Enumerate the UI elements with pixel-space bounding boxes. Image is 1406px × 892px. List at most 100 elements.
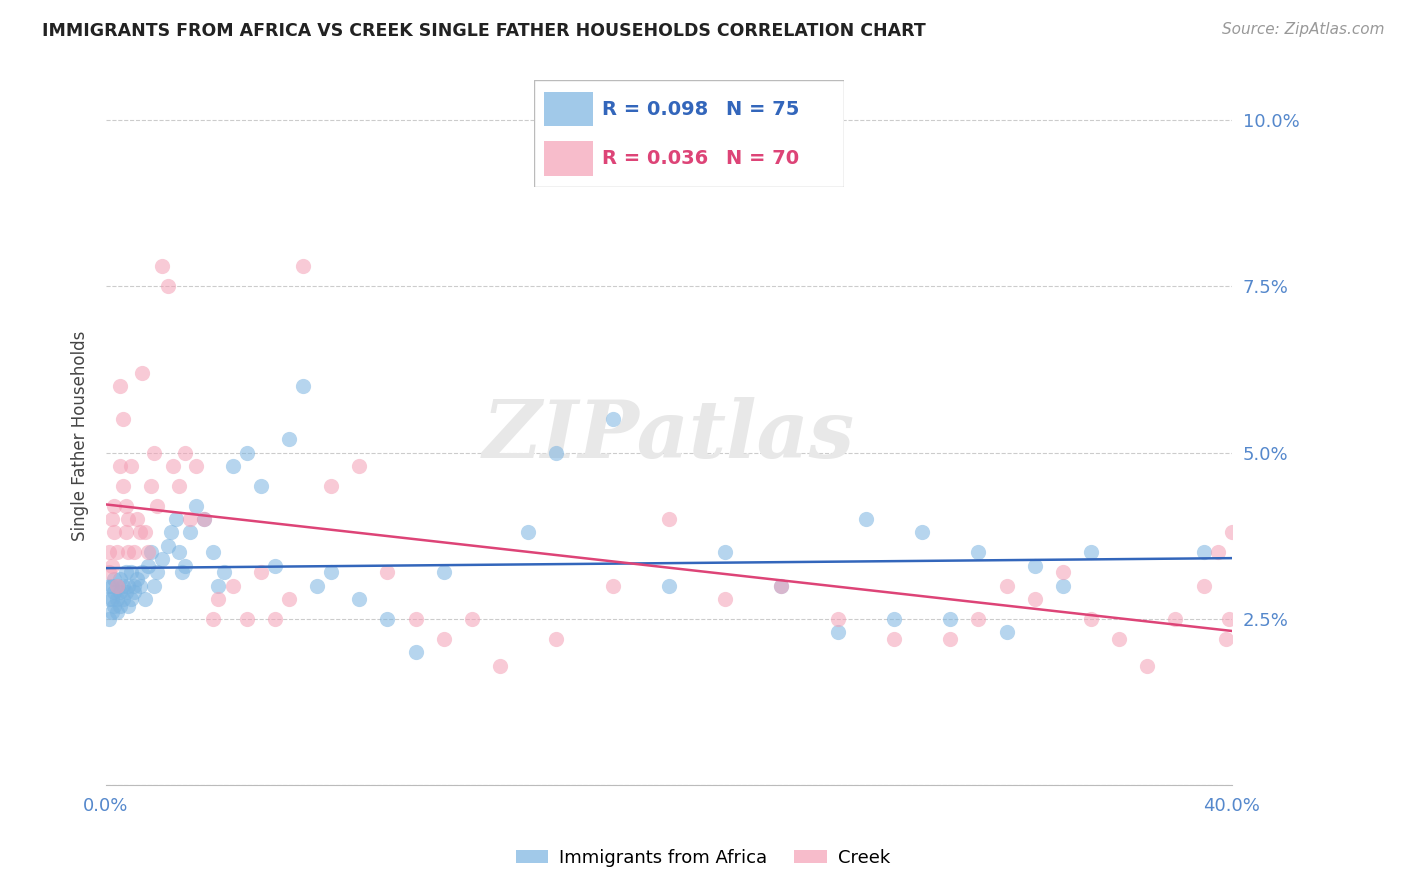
Point — [602, 579, 624, 593]
Point — [714, 545, 737, 559]
Point — [156, 539, 179, 553]
Point — [461, 612, 484, 626]
Point — [319, 566, 342, 580]
Point — [939, 612, 962, 626]
Point — [263, 558, 285, 573]
Point — [207, 579, 229, 593]
Point — [827, 625, 849, 640]
FancyBboxPatch shape — [544, 92, 593, 127]
Legend: Immigrants from Africa, Creek: Immigrants from Africa, Creek — [509, 842, 897, 874]
Point — [111, 479, 134, 493]
Point — [1218, 612, 1240, 626]
Point — [179, 512, 201, 526]
Point — [235, 612, 257, 626]
Point — [179, 525, 201, 540]
Point — [1206, 545, 1229, 559]
Point — [995, 579, 1018, 593]
Point — [201, 545, 224, 559]
Point — [517, 525, 540, 540]
Point — [883, 612, 905, 626]
Point — [433, 566, 456, 580]
Point — [97, 592, 120, 607]
FancyBboxPatch shape — [544, 141, 593, 176]
Point — [221, 458, 243, 473]
Text: Source: ZipAtlas.com: Source: ZipAtlas.com — [1222, 22, 1385, 37]
Point — [120, 566, 142, 580]
Point — [1052, 566, 1074, 580]
Point — [1080, 612, 1102, 626]
Point — [770, 579, 793, 593]
Point — [134, 592, 156, 607]
Point — [114, 499, 136, 513]
Point — [111, 579, 134, 593]
Point — [122, 579, 145, 593]
Text: IMMIGRANTS FROM AFRICA VS CREEK SINGLE FATHER HOUSEHOLDS CORRELATION CHART: IMMIGRANTS FROM AFRICA VS CREEK SINGLE F… — [42, 22, 927, 40]
Point — [377, 566, 399, 580]
Text: N = 70: N = 70 — [725, 149, 799, 168]
Point — [139, 479, 162, 493]
Point — [995, 625, 1018, 640]
Point — [1192, 579, 1215, 593]
Point — [139, 545, 162, 559]
Point — [1024, 592, 1046, 607]
Point — [602, 412, 624, 426]
Point — [100, 592, 122, 607]
Point — [114, 585, 136, 599]
Point — [156, 279, 179, 293]
Point — [1136, 658, 1159, 673]
Point — [193, 512, 215, 526]
Point — [131, 366, 153, 380]
Point — [770, 579, 793, 593]
Point — [103, 499, 125, 513]
Text: R = 0.036: R = 0.036 — [602, 149, 709, 168]
Point — [291, 379, 314, 393]
Point — [97, 545, 120, 559]
Point — [967, 612, 990, 626]
Point — [105, 579, 128, 593]
Point — [235, 445, 257, 459]
Point — [105, 592, 128, 607]
Point — [489, 658, 512, 673]
Point — [1215, 632, 1237, 646]
Point — [117, 579, 139, 593]
Point — [167, 545, 190, 559]
Point — [100, 512, 122, 526]
Point — [97, 579, 120, 593]
Point — [162, 458, 184, 473]
Point — [1108, 632, 1130, 646]
Point — [1080, 545, 1102, 559]
Point — [658, 579, 681, 593]
Point — [108, 572, 131, 586]
Point — [1192, 545, 1215, 559]
Point — [967, 545, 990, 559]
Point — [134, 525, 156, 540]
Point — [184, 458, 207, 473]
Point — [114, 566, 136, 580]
Point — [117, 512, 139, 526]
Point — [125, 572, 148, 586]
Point — [1052, 579, 1074, 593]
Point — [170, 566, 193, 580]
Point — [103, 585, 125, 599]
Point — [100, 605, 122, 619]
Point — [150, 259, 173, 273]
Point — [128, 525, 150, 540]
Point — [136, 545, 159, 559]
Point — [249, 479, 271, 493]
Point — [150, 552, 173, 566]
Point — [145, 566, 167, 580]
Point — [291, 259, 314, 273]
Point — [883, 632, 905, 646]
Point — [117, 545, 139, 559]
Point — [212, 566, 235, 580]
Point — [122, 585, 145, 599]
Point — [167, 479, 190, 493]
Point — [103, 525, 125, 540]
Point — [263, 612, 285, 626]
FancyBboxPatch shape — [534, 80, 844, 187]
Point — [319, 479, 342, 493]
Point — [714, 592, 737, 607]
Point — [173, 558, 195, 573]
Point — [221, 579, 243, 593]
Point — [100, 558, 122, 573]
